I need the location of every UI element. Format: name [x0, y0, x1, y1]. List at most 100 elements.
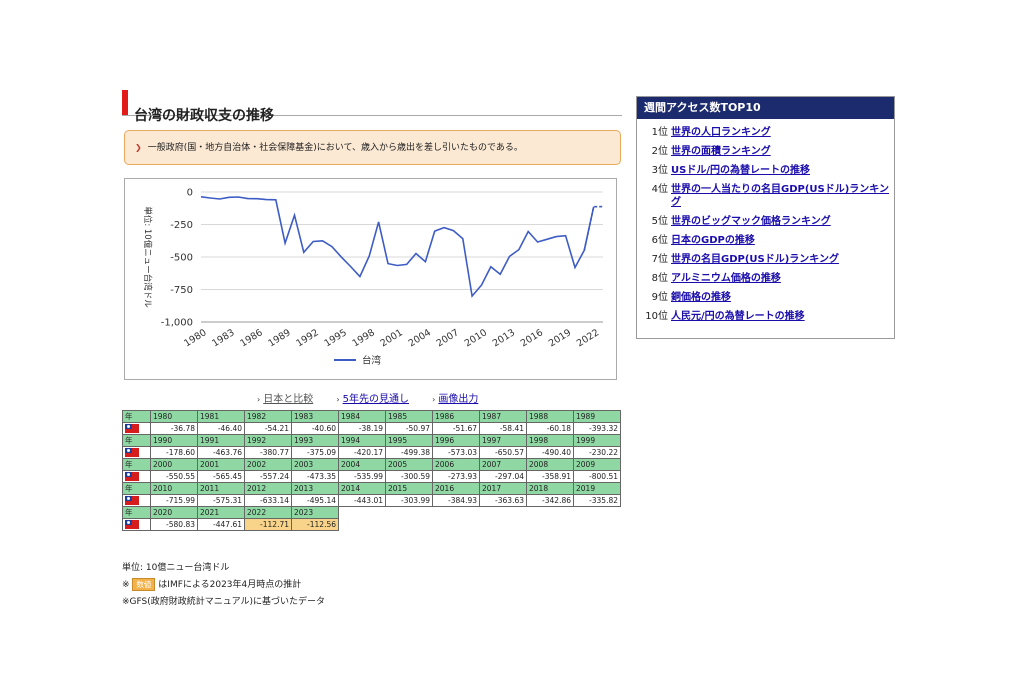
- value-cell: -40.60: [291, 422, 339, 435]
- ranking-link[interactable]: 世界のビッグマック価格ランキング: [671, 216, 831, 227]
- ranking-rank: 7位: [651, 254, 668, 265]
- ranking-item: 6位 日本のGDPの推移: [637, 234, 894, 247]
- year-cell: 1999: [573, 434, 621, 447]
- value-cell: -58.41: [479, 422, 527, 435]
- image-export-link[interactable]: 画像出力: [438, 394, 479, 405]
- value-cell: -363.63: [479, 494, 527, 507]
- ranking-item: 5位 世界のビッグマック価格ランキング: [637, 215, 894, 228]
- empty-cell: [527, 507, 574, 519]
- value-cell: -112.56: [291, 518, 339, 531]
- year-cell: 2008: [526, 458, 574, 471]
- ranking-sidebar: 週間アクセス数TOP10 1位 世界の人口ランキング 2位 世界の面積ランキング 3位 U…: [636, 96, 895, 339]
- x-tick-label: 2022: [575, 327, 601, 349]
- year-cell: 2019: [573, 482, 621, 495]
- year-cell: 1992: [244, 434, 292, 447]
- year-row: 年 1980 1981 1982 1983 1984 1985 1986 1987 1988 198…: [122, 410, 621, 423]
- year-cell: 2014: [338, 482, 386, 495]
- x-tick-label: 1992: [294, 327, 320, 349]
- flag-cell: [122, 494, 151, 507]
- ranking-link[interactable]: 銅価格の推移: [671, 292, 731, 303]
- ranking-link[interactable]: アルミニウム価格の推移: [671, 273, 781, 284]
- year-cell: 1983: [291, 410, 339, 423]
- ranking-link[interactable]: 世界の名目GDP(USドル)ランキング: [671, 254, 840, 265]
- chevron-right-icon: ›: [432, 395, 436, 404]
- empty-cell: [527, 519, 574, 531]
- flag-cell: [122, 470, 151, 483]
- x-tick-label: 1980: [182, 327, 208, 349]
- year-cell: 2021: [197, 506, 245, 519]
- value-cell: -375.09: [291, 446, 339, 459]
- x-tick-label: 1983: [210, 327, 236, 349]
- value-cell: -650.57: [479, 446, 527, 459]
- year-cell: 1991: [197, 434, 245, 447]
- page-title-text: 台湾の財政収支の推移: [134, 108, 274, 124]
- ranking-link[interactable]: USドル/円の為替レートの推移: [671, 165, 810, 176]
- empty-cell: [480, 507, 527, 519]
- ranking-link[interactable]: 世界の面積ランキング: [671, 146, 771, 157]
- value-cell: -54.21: [244, 422, 292, 435]
- value-cell: -178.60: [150, 446, 198, 459]
- ranking-link[interactable]: 人民元/円の為替レートの推移: [671, 311, 805, 322]
- chevron-right-icon: ›: [336, 395, 340, 404]
- taiwan-flag-icon: [125, 448, 139, 458]
- year-cell: 2023: [291, 506, 339, 519]
- value-cell: -230.22: [573, 446, 621, 459]
- empty-cell: [339, 519, 386, 531]
- x-tick-label: 2004: [407, 327, 433, 349]
- y-tick-label: -250: [170, 220, 193, 231]
- value-cell: -420.17: [338, 446, 386, 459]
- value-cell: -565.45: [197, 470, 245, 483]
- data-table: 年 1980 1981 1982 1983 1984 1985 1986 1987 1988 198…: [122, 410, 621, 531]
- value-cell: -633.14: [244, 494, 292, 507]
- main-content: 台湾の財政収支の推移 ❯ 一般政府(国・地方自治体・社会保障基金)において、歳入か…: [122, 90, 622, 607]
- value-cell: -463.76: [197, 446, 245, 459]
- series-line-taiwan: [200, 196, 595, 298]
- year-cell: 2004: [338, 458, 386, 471]
- value-cell: -573.03: [432, 446, 480, 459]
- ranking-link[interactable]: 世界の人口ランキング: [671, 127, 771, 138]
- value-cell: -550.55: [150, 470, 198, 483]
- y-tick-label: 0: [187, 188, 193, 199]
- value-cell: -50.97: [385, 422, 433, 435]
- compare-japan-link[interactable]: 日本と比較: [263, 394, 314, 405]
- year-cell: 2000: [150, 458, 198, 471]
- x-tick-label: 1989: [266, 327, 292, 349]
- ranking-rank: 1位: [651, 127, 668, 138]
- flag-cell: [122, 446, 151, 459]
- year-cell: 2013: [291, 482, 339, 495]
- x-tick-label: 1995: [322, 327, 348, 349]
- year-cell: 1997: [479, 434, 527, 447]
- value-cell: -580.83: [150, 518, 198, 531]
- ranking-rank: 8位: [651, 273, 668, 284]
- empty-cell: [339, 507, 386, 519]
- taiwan-flag-icon: [125, 472, 139, 482]
- year-row: 年 1990 1991 1992 1993 1994 1995 1996 1997 1998 199…: [122, 434, 621, 447]
- page-title: 台湾の財政収支の推移: [122, 90, 622, 124]
- year-cell: 2002: [244, 458, 292, 471]
- ranking-rank: 4位: [651, 184, 668, 195]
- x-tick-label: 2013: [491, 327, 517, 349]
- value-cell: -715.99: [150, 494, 198, 507]
- ranking-item: 9位 銅価格の推移: [637, 291, 894, 304]
- value-cell: -51.67: [432, 422, 480, 435]
- year-row: 年 2000 2001 2002 2003 2004 2005 2006 2007 2008 200…: [122, 458, 621, 471]
- year-cell: 1986: [432, 410, 480, 423]
- ranking-item: 10位 人民元/円の為替レートの推移: [637, 310, 894, 323]
- year-header-cell: 年: [122, 410, 151, 423]
- year-header-cell: 年: [122, 482, 151, 495]
- value-cell: -495.14: [291, 494, 339, 507]
- ranking-link[interactable]: 日本のGDPの推移: [671, 235, 755, 246]
- description-text: 一般政府(国・地方自治体・社会保障基金)において、歳入から歳出を差し引いたもので…: [147, 143, 523, 153]
- value-cell: -342.86: [526, 494, 574, 507]
- legend-label: 台湾: [362, 355, 382, 367]
- x-tick-label: 2001: [379, 327, 405, 349]
- forecast-link[interactable]: 5年先の見通し: [342, 394, 409, 405]
- year-cell: 1981: [197, 410, 245, 423]
- value-cell: -46.40: [197, 422, 245, 435]
- value-cell: -335.82: [573, 494, 621, 507]
- year-header-cell: 年: [122, 458, 151, 471]
- y-tick-label: -1,000: [161, 318, 193, 329]
- ranking-link[interactable]: 世界の一人当たりの名目GDP(USドル)ランキング: [671, 184, 890, 208]
- ranking-rank: 9位: [651, 292, 668, 303]
